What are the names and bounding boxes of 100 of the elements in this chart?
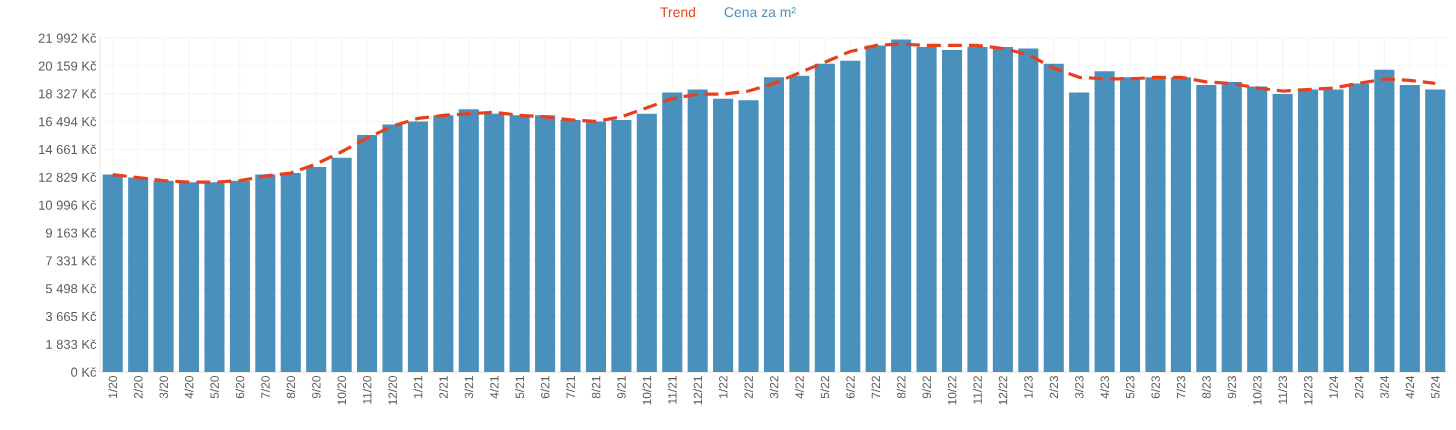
x-tick-label: 4/24: [1405, 375, 1415, 399]
bar: [738, 100, 759, 372]
x-tick-label: 1/22: [718, 376, 728, 398]
x-tick-label: 8/23: [1201, 376, 1211, 399]
bar: [153, 180, 174, 372]
bar: [814, 63, 835, 372]
bar: [713, 98, 734, 372]
bar: [1399, 84, 1420, 372]
x-tick-label: 11/23: [1278, 376, 1288, 404]
x-tick-label: 5/23: [1125, 376, 1135, 399]
bar: [840, 60, 861, 372]
bar: [331, 157, 352, 372]
bar: [178, 182, 200, 372]
bar: [1348, 83, 1369, 372]
x-tick-label: 3/21: [464, 376, 474, 399]
x-tick-label: 4/23: [1100, 376, 1109, 399]
bar: [407, 121, 428, 372]
bar: [1272, 94, 1293, 372]
y-tick-label: 0 Kč: [71, 367, 97, 377]
bar: [357, 135, 378, 372]
bar: [382, 124, 403, 372]
bar: [102, 174, 123, 372]
y-tick-label: 5 498 Kč: [45, 283, 97, 294]
y-tick-label: 12 829 Kč: [39, 172, 97, 182]
bar: [763, 77, 785, 372]
x-tick-label: 5/22: [820, 376, 830, 399]
x-tick-label: 8/22: [896, 376, 906, 399]
y-tick-label: 18 327 Kč: [39, 88, 97, 99]
bar: [967, 46, 988, 372]
x-tick-label: 1/20: [108, 375, 118, 398]
bar: [229, 180, 250, 372]
bar: [1323, 89, 1344, 372]
y-tick-label: 16 494 Kč: [39, 116, 97, 127]
x-tick-label: 6/20: [235, 375, 245, 399]
x-tick-label: 5/24: [1430, 375, 1440, 399]
bar: [1298, 89, 1319, 372]
x-tick-label: 11/21: [667, 376, 677, 404]
x-tick-label: 8/20: [286, 375, 296, 399]
x-tick-label: 12/20: [388, 375, 397, 405]
bar: [636, 113, 657, 372]
x-tick-label: 12/21: [693, 376, 703, 405]
x-tick-label: 10/23: [1252, 376, 1262, 405]
bar: [1221, 81, 1242, 372]
bar: [916, 46, 937, 372]
x-tick-label: 9/21: [617, 376, 626, 399]
x-tick-label: 7/22: [871, 376, 881, 399]
x-tick-label: 7/21: [566, 376, 575, 399]
bar: [535, 115, 556, 372]
bar: [1094, 71, 1115, 372]
bar: [662, 92, 683, 372]
x-tick-label: 1/23: [1023, 376, 1033, 398]
bar: [204, 182, 225, 372]
bar: [433, 115, 454, 372]
text: Trend: [660, 6, 696, 18]
x-tick-label: 2/23: [1049, 376, 1059, 399]
x-tick-label: 1/24: [1329, 375, 1338, 398]
bar: [687, 89, 708, 372]
y-tick-label: 14 661 Kč: [39, 144, 97, 155]
x-tick-label: 5/21: [515, 376, 525, 399]
x-tick-label: 10/21: [642, 376, 652, 405]
bar: [1196, 84, 1217, 372]
x-tick-label: 3/22: [769, 376, 779, 399]
x-tick-label: 12/22: [998, 376, 1008, 405]
x-tick-label: 4/21: [489, 376, 499, 399]
bar: [611, 119, 632, 372]
x-tick-label: 12/23: [1303, 376, 1313, 405]
bar: [1018, 48, 1039, 372]
y-tick-label: 9 163 Kč: [45, 228, 97, 238]
bar: [585, 121, 606, 372]
bar: [1069, 92, 1090, 372]
bar: [280, 173, 301, 372]
bar: [484, 113, 505, 372]
bar: [891, 39, 912, 372]
y-tick-label: 21 992 Kč: [38, 33, 97, 43]
x-tick-label: 3/20: [159, 375, 168, 399]
x-tick-label: 3/23: [1074, 376, 1084, 399]
bar: [1425, 89, 1446, 372]
x-tick-label: 2/24: [1354, 375, 1364, 399]
bar: [306, 166, 327, 372]
x-tick-label: 9/22: [922, 376, 931, 399]
x-tick-label: 1/21: [413, 376, 423, 398]
x-tick-label: 10/20: [337, 375, 347, 405]
x-tick-label: 6/21: [540, 376, 550, 399]
bar: [865, 45, 886, 372]
x-tick-label: 11/22: [973, 376, 982, 404]
x-tick-label: 9/23: [1227, 376, 1237, 399]
x-tick-label: 2/22: [744, 376, 753, 399]
bar: [1043, 63, 1064, 372]
bar: [128, 177, 149, 372]
x-tick-label: 10/22: [947, 376, 957, 405]
y-tick-label: 3 665 Kč: [45, 311, 97, 322]
bar: [1120, 77, 1141, 372]
bar: [1170, 77, 1191, 372]
x-tick-label: 9/20: [311, 375, 321, 399]
bar: [560, 119, 581, 372]
x-tick-label: 5/20: [210, 375, 219, 399]
x-tick-label: 7/23: [1176, 376, 1186, 399]
x-tick-label: 4/20: [184, 375, 194, 399]
bar: [1145, 77, 1166, 372]
y-tick-label: 7 331 Kč: [46, 255, 97, 266]
